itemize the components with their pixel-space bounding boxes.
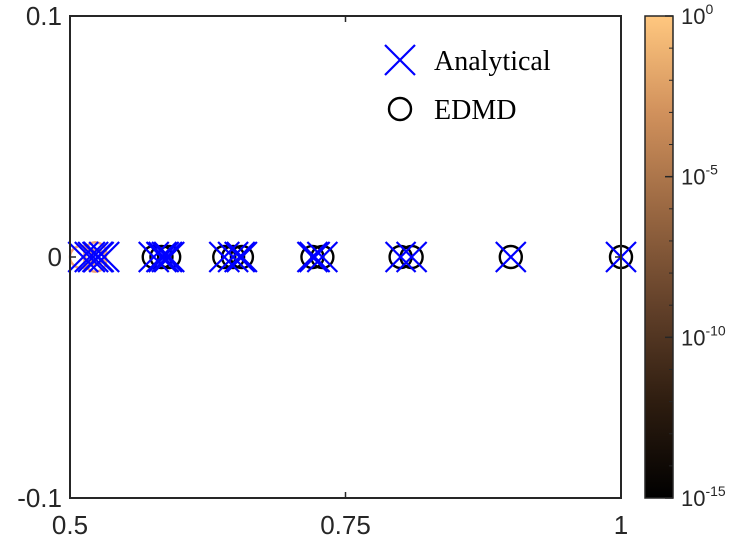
legend-label-analytical: Analytical — [434, 46, 551, 77]
edmd-point — [156, 244, 182, 270]
edmd-point — [498, 244, 523, 270]
analytical-point — [296, 241, 329, 273]
x-tick-label: 1 — [614, 510, 628, 540]
analytical-point — [298, 241, 331, 273]
legend: Analytical EDMD — [384, 44, 551, 126]
y-tick-label: 0.1 — [26, 1, 62, 31]
legend-marker-edmd — [387, 96, 413, 122]
analytical-point — [223, 241, 256, 273]
colorbar-tick-label: 10-10 — [681, 322, 726, 350]
edmd-point — [220, 244, 246, 270]
analytical-point — [147, 241, 180, 273]
analytical-point — [306, 241, 339, 273]
analytical-point — [153, 241, 185, 273]
analytical-point — [137, 241, 170, 273]
legend-label-edmd: EDMD — [434, 95, 516, 126]
analytical-point — [395, 241, 428, 273]
colorbar-tick-label: 10-15 — [681, 483, 726, 511]
analytical-point — [217, 241, 249, 273]
colorbar-tick-label: 10-5 — [681, 162, 718, 190]
legend-marker-analytical — [384, 44, 416, 76]
colorbar-gradient — [645, 16, 673, 498]
edmd-point — [212, 244, 237, 270]
analytical-point — [495, 241, 527, 273]
analytical-point — [226, 241, 258, 273]
colorbar-tick-label: 100 — [681, 1, 713, 29]
colorbar: 100 10-5 10-10 10-15 — [644, 1, 726, 511]
analytical-point — [384, 241, 417, 273]
analytical-point — [145, 241, 178, 273]
analytical-point — [82, 241, 115, 273]
analytical-point — [208, 241, 241, 273]
x-tick-label: 0.75 — [320, 510, 371, 540]
y-tick-label: -0.1 — [17, 483, 62, 513]
analytical-point — [77, 241, 109, 273]
y-tick-label: 0 — [48, 242, 62, 272]
analytical-point — [151, 241, 183, 273]
edmd-point — [149, 244, 174, 270]
colorbar-frame — [644, 15, 674, 499]
x-tick-label: 0.5 — [52, 510, 88, 540]
edmd-point — [229, 244, 255, 270]
analytical-point — [74, 241, 106, 273]
analytical-point — [67, 241, 100, 273]
